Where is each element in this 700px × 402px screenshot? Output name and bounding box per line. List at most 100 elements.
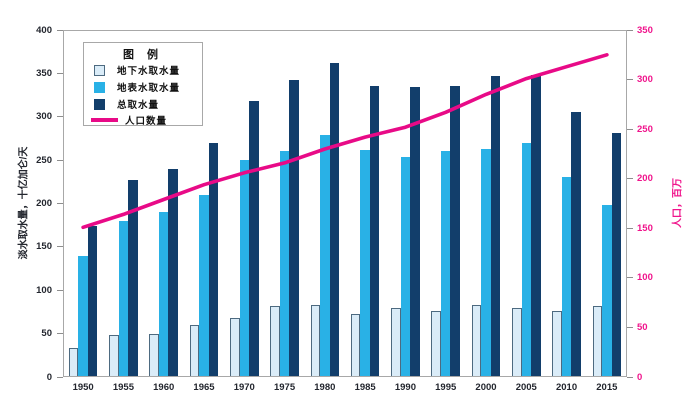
legend-item-groundwater: 地下水取水量 — [91, 63, 199, 77]
bar-surface-water-2000 — [481, 148, 491, 377]
bar-total-1970 — [249, 101, 259, 377]
bar-groundwater-1990 — [391, 308, 401, 377]
bar-groundwater-1955 — [109, 335, 119, 377]
bar-groundwater-1950 — [68, 347, 79, 377]
legend: 图 例 地下水取水量 地表水取水量 总取水量 人口数量 — [83, 42, 203, 127]
x-axis-tick-label: 2015 — [596, 382, 618, 393]
bar-total-1950 — [87, 226, 98, 377]
bar-total-2010 — [571, 111, 581, 377]
right-axis-tick-label: 300 — [637, 74, 653, 86]
bar-surface-water-1955 — [118, 220, 129, 377]
legend-label-groundwater: 地下水取水量 — [117, 66, 181, 77]
left-axis-tick — [57, 159, 63, 161]
left-axis-tick-label: 400 — [36, 24, 52, 36]
bar-surface-water-1970 — [239, 160, 250, 377]
bar-surface-water-2010 — [561, 177, 572, 377]
right-axis-tick — [627, 227, 633, 229]
right-axis-tick — [627, 277, 633, 279]
x-axis-tick-label: 1950 — [72, 382, 94, 393]
x-axis-tick-label: 1985 — [354, 382, 376, 393]
x-axis-tick-label: 1975 — [273, 382, 296, 393]
bar-surface-water-1950 — [78, 255, 88, 377]
left-axis-tick — [57, 333, 63, 335]
x-axis-tick-label: 1995 — [435, 382, 457, 393]
left-axis-tick-label: 200 — [36, 198, 52, 209]
bar-groundwater-1970 — [230, 318, 240, 377]
x-axis-tick-label: 1990 — [394, 382, 416, 393]
right-axis-title: 人口，百万 — [672, 178, 684, 228]
left-axis-tick — [57, 289, 63, 291]
bar-total-1980 — [329, 62, 340, 377]
right-axis-tick-label: 50 — [637, 321, 648, 333]
bar-groundwater-2000 — [471, 304, 482, 377]
total-swatch-icon — [94, 98, 105, 110]
groundwater-swatch-icon — [94, 64, 105, 76]
bar-groundwater-1980 — [310, 304, 321, 377]
right-axis-tick — [627, 376, 633, 378]
bar-total-2005 — [531, 75, 541, 377]
right-axis-tick — [627, 79, 633, 81]
surface-water-swatch-icon — [94, 81, 105, 93]
bar-total-1985 — [369, 85, 380, 377]
legend-label-total: 总取水量 — [117, 100, 160, 111]
left-axis-tick — [57, 376, 63, 378]
bar-surface-water-1960 — [158, 212, 169, 377]
x-axis-tick-label: 1980 — [314, 382, 336, 393]
right-axis-tick — [627, 29, 633, 31]
right-axis-tick-label: 100 — [637, 272, 653, 284]
x-axis-tick-label: 2010 — [555, 382, 578, 393]
legend-item-population: 人口数量 — [91, 113, 199, 127]
bar-surface-water-2015 — [602, 205, 612, 377]
bar-total-1955 — [128, 180, 138, 377]
bar-total-1990 — [410, 87, 420, 377]
bar-total-2000 — [490, 75, 501, 377]
x-axis-tick-label: 1965 — [193, 382, 215, 393]
bar-groundwater-1975 — [270, 305, 280, 377]
left-axis-tick — [57, 72, 63, 74]
x-axis-tick-label: 1955 — [112, 382, 134, 393]
bar-groundwater-1995 — [431, 311, 441, 377]
bar-surface-water-2005 — [521, 142, 532, 377]
right-axis-tick — [627, 128, 633, 130]
bar-total-2015 — [611, 133, 622, 377]
right-axis-tick-label: 250 — [637, 123, 653, 135]
right-axis-tick-label: 150 — [637, 222, 653, 234]
bar-groundwater-2010 — [552, 311, 562, 377]
bar-groundwater-2015 — [592, 305, 603, 377]
right-axis-tick-label: 350 — [637, 24, 653, 36]
bar-surface-water-1980 — [320, 134, 330, 377]
x-axis-tick-label: 2000 — [475, 382, 497, 393]
x-axis-tick-label: 1970 — [233, 382, 255, 393]
bar-total-1995 — [450, 85, 460, 377]
left-axis-tick-label: 150 — [36, 241, 52, 253]
legend-label-surface-water: 地表水取水量 — [117, 83, 181, 94]
legend-label-population: 人口数量 — [125, 116, 168, 127]
bar-groundwater-1960 — [149, 333, 159, 377]
left-axis-tick-label: 100 — [36, 284, 52, 296]
bar-surface-water-1965 — [199, 194, 209, 377]
x-axis-tick-label: 2005 — [515, 382, 537, 393]
x-axis-tick-label: 1960 — [153, 382, 175, 393]
legend-title: 图 例 — [122, 49, 164, 61]
bar-surface-water-1995 — [440, 151, 451, 377]
left-axis-tick — [57, 116, 63, 118]
population-line-swatch-icon — [91, 118, 118, 122]
left-axis-tick — [57, 29, 63, 31]
left-axis-tick-label: 0 — [46, 371, 52, 383]
left-axis-tick-label: 250 — [36, 154, 52, 166]
right-axis-tick-label: 200 — [637, 173, 653, 185]
left-axis-tick-label: 50 — [41, 328, 52, 340]
left-axis-tick-label: 350 — [36, 67, 52, 79]
bar-surface-water-1990 — [400, 156, 411, 377]
bar-total-1960 — [168, 168, 178, 377]
right-axis-tick-label: 0 — [637, 371, 643, 383]
bar-surface-water-1975 — [279, 151, 290, 377]
legend-item-total: 总取水量 — [91, 97, 199, 111]
right-axis-tick — [627, 326, 633, 328]
bar-groundwater-2005 — [512, 308, 522, 377]
bar-surface-water-1985 — [360, 149, 370, 377]
bar-total-1975 — [289, 80, 299, 377]
bar-total-1965 — [208, 142, 219, 377]
bar-groundwater-1965 — [189, 324, 200, 377]
